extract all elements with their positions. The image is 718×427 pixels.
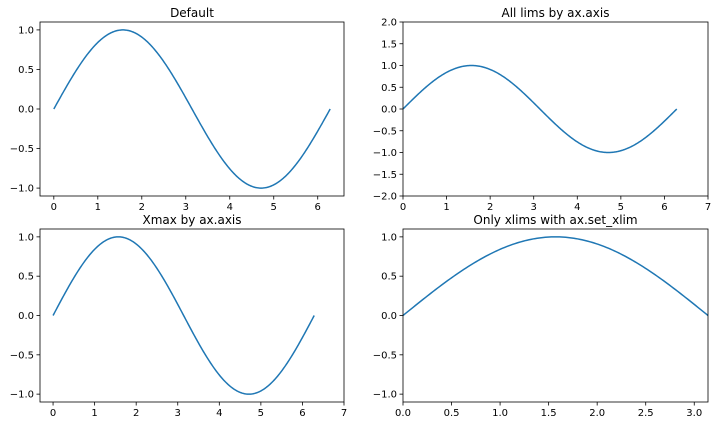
series-line-sin xyxy=(403,236,708,317)
series-line-sin xyxy=(403,64,678,154)
y-tick-label: 0.5 xyxy=(18,272,34,283)
y-tick-label: 1.5 xyxy=(381,39,397,50)
panel-title: All lims by ax.axis xyxy=(502,6,610,20)
y-tick-label: −1.0 xyxy=(10,390,34,401)
x-tick-label: 0 xyxy=(50,408,56,419)
x-tick-label: 0 xyxy=(400,202,406,213)
x-tick-label: 2 xyxy=(133,408,139,419)
y-tick-label: 0.0 xyxy=(18,105,34,116)
y-tick-label: 1.0 xyxy=(381,232,397,243)
panel-title: Only xlims with ax.set_xlim xyxy=(473,213,637,227)
x-tick-label: 0 xyxy=(51,202,57,213)
y-tick-label: −0.5 xyxy=(373,126,397,137)
panel-all-lims: All lims by ax.axis 0 1 2 3 4 5 6 7 −2.0 −1.5 −1.0… xyxy=(373,6,711,213)
x-tick-label: 3 xyxy=(175,408,181,419)
y-tick-label: −1.0 xyxy=(10,184,34,195)
x-tick-label: 3.0 xyxy=(686,408,702,419)
x-tick-label: 6 xyxy=(661,202,667,213)
x-tick-label: 3 xyxy=(531,202,537,213)
x-tick-label: 2 xyxy=(487,202,493,213)
y-tick-label: −1.5 xyxy=(373,170,397,181)
y-tick-label: −0.5 xyxy=(373,350,397,361)
y-tick-label: −0.5 xyxy=(10,144,34,155)
panel-only-xlims: Only xlims with ax.set_xlim 0.0 0.5 1.0 1.5… xyxy=(373,213,709,419)
x-tick-label: 7 xyxy=(705,202,711,213)
y-tick-label: −1.0 xyxy=(373,148,397,159)
panel-xmax: Xmax by ax.axis 0 1 2 3 4 5 6 7 −1.0 −0.5 0.0 0.5 1.… xyxy=(10,213,347,419)
x-tick-label: 1 xyxy=(443,202,449,213)
x-tick-label: 5 xyxy=(258,408,264,419)
y-tick-label: 1.0 xyxy=(18,25,34,36)
x-tick-label: 2.0 xyxy=(589,408,605,419)
x-tick-label: 1.0 xyxy=(492,408,508,419)
y-tick-label: 1.0 xyxy=(381,61,397,72)
series-line-sin xyxy=(53,29,331,189)
x-tick-label: 7 xyxy=(341,408,347,419)
x-tick-label: 6 xyxy=(315,202,321,213)
y-tick-label: 0.0 xyxy=(18,311,34,322)
x-tick-label: 4 xyxy=(216,408,222,419)
x-tick-label: 0.0 xyxy=(395,408,411,419)
panel-title: Xmax by ax.axis xyxy=(142,213,241,227)
y-tick-label: 0.5 xyxy=(381,272,397,283)
panel-default: Default 0 1 2 3 4 5 6 −1.0 −0.5 0.0 0.5 1.0 xyxy=(10,6,345,213)
x-tick-label: 6 xyxy=(299,408,305,419)
y-tick-label: 1.0 xyxy=(18,232,34,243)
x-tick-label: 2 xyxy=(139,202,145,213)
x-tick-label: 4 xyxy=(227,202,233,213)
y-tick-label: 0.5 xyxy=(381,83,397,94)
x-tick-label: 3 xyxy=(183,202,189,213)
axes-frame xyxy=(39,228,345,403)
x-tick-label: 1.5 xyxy=(541,408,557,419)
y-tick-label: −0.5 xyxy=(10,350,34,361)
axes-frame xyxy=(402,228,709,403)
panel-title: Default xyxy=(170,6,214,20)
x-tick-label: 2.5 xyxy=(638,408,654,419)
x-tick-label: 5 xyxy=(618,202,624,213)
series-line-sin xyxy=(52,236,315,395)
x-tick-label: 5 xyxy=(271,202,277,213)
x-tick-label: 0.5 xyxy=(444,408,460,419)
y-tick-label: −2.0 xyxy=(373,192,397,203)
y-tick-label: 0.0 xyxy=(381,105,397,116)
x-tick-label: 1 xyxy=(95,202,101,213)
y-tick-label: 0.0 xyxy=(381,311,397,322)
x-tick-label: 4 xyxy=(574,202,580,213)
y-tick-label: −1.0 xyxy=(373,390,397,401)
axes-frame xyxy=(39,21,345,197)
y-tick-label: 2.0 xyxy=(381,18,397,29)
x-tick-label: 1 xyxy=(91,408,97,419)
axes-frame xyxy=(402,21,709,197)
y-tick-label: 0.5 xyxy=(18,65,34,76)
